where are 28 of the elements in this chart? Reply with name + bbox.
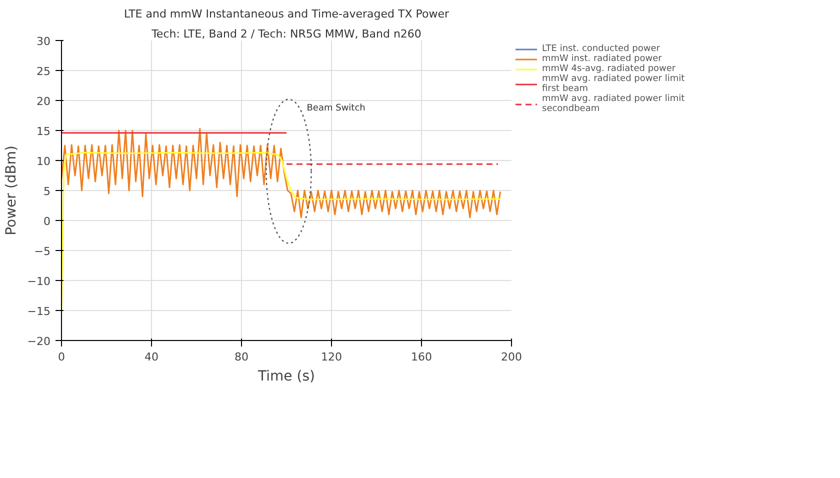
y-tick-label: 10 [36,155,51,168]
legend-label: LTE inst. conducted power [542,44,660,54]
annotation: Beam Switch [306,103,366,114]
line-series [62,152,501,312]
x-axis-title: Time (s) [257,368,315,384]
legend-label: mmW inst. radiated power [542,54,662,64]
x-tick-label: 160 [411,350,432,364]
y-tick-label: −20 [27,335,51,348]
y-tick-label: 20 [36,95,51,108]
y-tick-label: −15 [27,305,51,318]
y-tick-label: 25 [36,65,51,78]
y-tick-label: −5 [34,245,51,258]
y-tick-label: 0 [44,215,50,228]
x-tick-label: 0 [58,350,65,364]
y-tick-label: 30 [36,35,51,48]
line-series [62,128,501,218]
legend-label: mmW avg. radiated power limit secondbeam [542,94,685,114]
x-tick-label: 40 [144,350,158,364]
x-tick-label: 80 [234,350,248,364]
y-tick-label: 15 [36,125,51,138]
y-tick-label: 5 [44,185,50,198]
x-tick-label: 120 [321,350,342,364]
chart-title: LTE and mmW Instantaneous and Time-averaged TX Power [124,8,450,20]
legend-label: mmW 4s-avg. radiated power [542,64,676,74]
y-axis-title: Power (dBm) [3,146,20,236]
chart-subtitle: Tech: LTE, Band 2 / Tech: NR5G MMW, Band n260 [150,28,422,40]
x-tick-label: 200 [501,350,522,364]
y-tick-label: −10 [27,275,51,288]
